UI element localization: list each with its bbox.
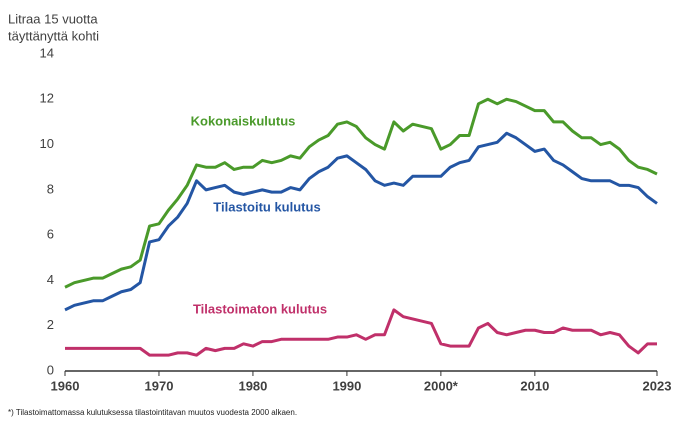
y-axis-label: Litraa 15 vuotta (8, 11, 98, 26)
series-label: Kokonaiskulutus (191, 113, 296, 128)
x-tick-label: 1990 (332, 378, 361, 393)
series-label: Tilastoitu kulutus (213, 199, 320, 214)
y-tick-label: 8 (47, 181, 54, 196)
series-label: Tilastoimaton kulutus (193, 301, 327, 316)
footnote: *) Tilastoimattomassa kulutuksessa tilas… (8, 408, 297, 417)
line (65, 308, 657, 357)
y-tick-label: 2 (47, 317, 54, 332)
y-axis-label: täyttänyttä kohti (8, 28, 99, 43)
y-tick-label: 0 (47, 362, 54, 377)
line (64, 97, 658, 289)
x-tick-label: 2000* (424, 378, 459, 393)
x-tick-label: 2010 (520, 378, 549, 393)
x-tick-label: 1960 (51, 378, 80, 393)
x-tick-label: 1970 (145, 378, 174, 393)
x-tick-label: 2023 (643, 378, 672, 393)
y-tick-label: 4 (47, 272, 54, 287)
y-tick-label: 12 (40, 91, 54, 106)
x-tick-label: 1980 (238, 378, 267, 393)
y-tick-label: 10 (40, 136, 54, 151)
y-tick-label: 6 (47, 227, 54, 242)
y-tick-label: 14 (40, 45, 54, 60)
line (64, 131, 658, 312)
